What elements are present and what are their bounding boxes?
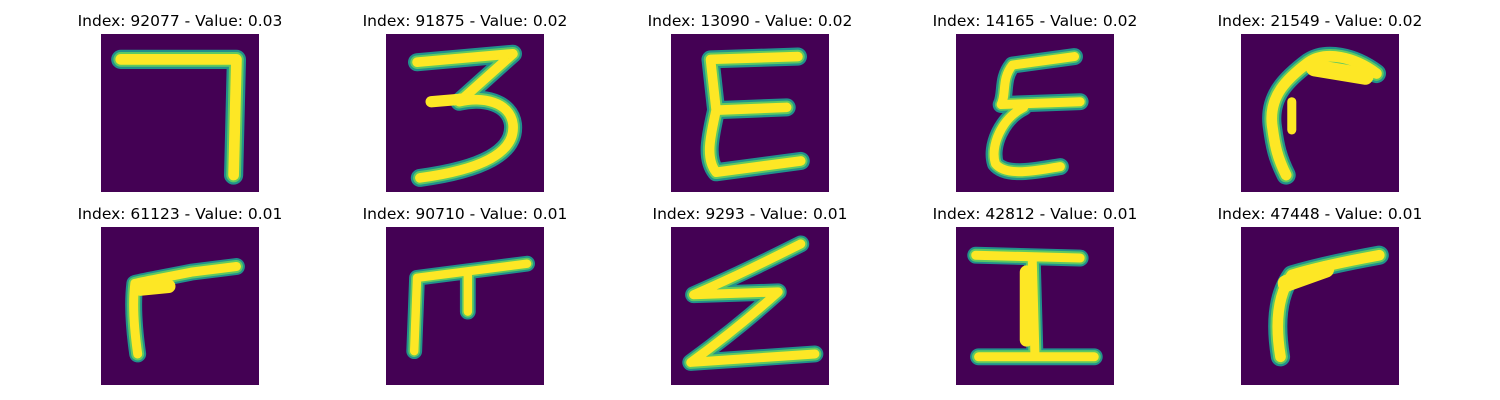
glyph-e-curly [956, 34, 1114, 192]
panel-title: Index: 42812 - Value: 0.01 [932, 205, 1138, 223]
glyph-hook [1241, 34, 1399, 192]
glyph-e-block [671, 34, 829, 192]
glyph-pi [386, 227, 544, 385]
glyph-three [386, 34, 544, 192]
panel-title: Index: 92077 - Value: 0.03 [77, 12, 283, 30]
panel-title: Index: 13090 - Value: 0.02 [647, 12, 853, 30]
glyph-r [101, 227, 259, 385]
panel-title: Index: 90710 - Value: 0.01 [362, 205, 568, 223]
glyph-r-wide [1241, 227, 1399, 385]
glyph-i [956, 227, 1114, 385]
panel-title: Index: 14165 - Value: 0.02 [932, 12, 1138, 30]
panel-title: Index: 21549 - Value: 0.02 [1217, 12, 1423, 30]
panel-title: Index: 91875 - Value: 0.02 [362, 12, 568, 30]
panel-title: Index: 61123 - Value: 0.01 [77, 205, 283, 223]
glyph-z [671, 227, 829, 385]
panel-title: Index: 9293 - Value: 0.01 [652, 205, 848, 223]
panel-title: Index: 47448 - Value: 0.01 [1217, 205, 1423, 223]
glyph-seven [101, 34, 259, 192]
